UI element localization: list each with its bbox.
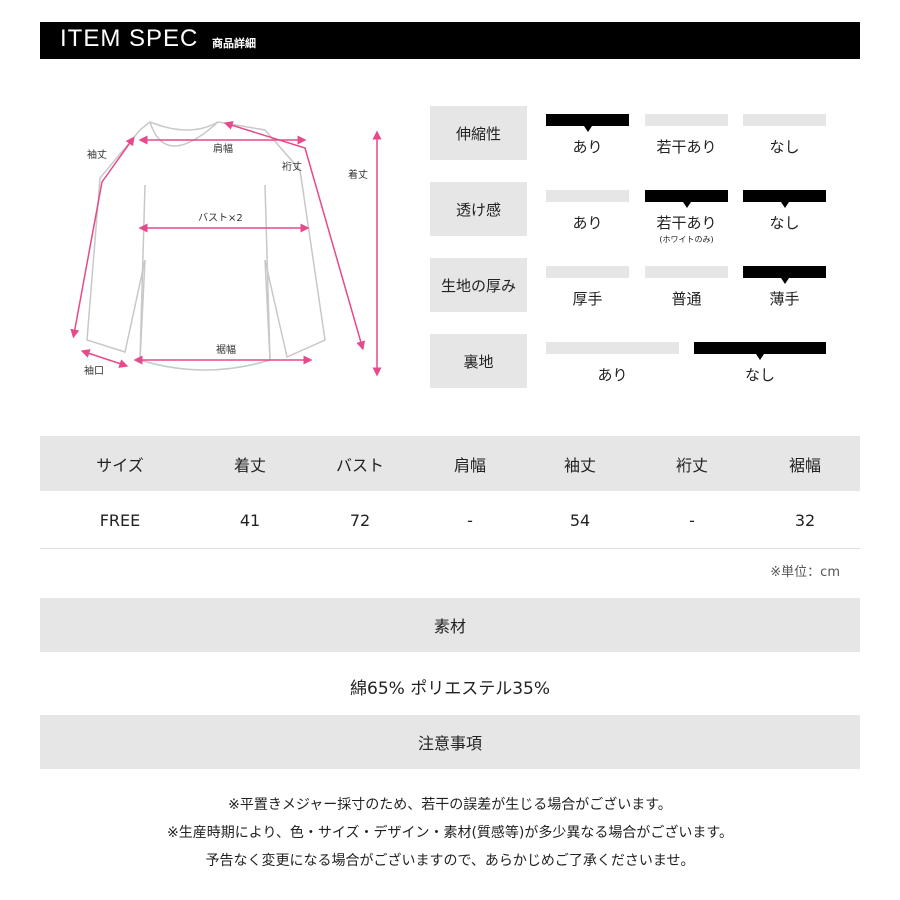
- label-length: 着丈: [348, 168, 368, 181]
- cell-sleeve: 54: [569, 510, 591, 530]
- header-title: ITEM SPEC: [60, 25, 199, 52]
- cell-size: FREE: [99, 510, 141, 530]
- option-text: あり: [597, 366, 628, 384]
- indicator-bar: [645, 266, 728, 278]
- col-yuki: 裄丈: [675, 455, 708, 475]
- option-text: 薄手: [769, 290, 800, 308]
- garment-diagram: 袖丈 肩幅 裄丈 着丈 バスト×2 裾幅 袖口: [70, 121, 382, 377]
- unit-note: ※単位：cm: [770, 565, 840, 580]
- spec-option: 薄手: [743, 258, 826, 312]
- label-shoulder: 肩幅: [213, 142, 233, 155]
- option-text: 若干あり: [656, 138, 717, 156]
- col-bust: バスト: [335, 455, 384, 475]
- option-text: なし: [769, 138, 800, 156]
- label-yuki: 裄丈: [282, 160, 302, 173]
- cell-length: 41: [239, 510, 261, 530]
- option-text: 厚手: [572, 290, 603, 308]
- option-note: (ホワイトのみ): [659, 235, 714, 244]
- spec-label: 透け感: [430, 182, 527, 236]
- option-text: あり: [572, 214, 603, 232]
- table-row: FREE 41 72 - 54 - 32: [40, 492, 860, 549]
- col-sleeve: 袖丈: [563, 455, 596, 475]
- selected-indicator: [694, 342, 826, 360]
- spec-option: 普通: [645, 258, 728, 312]
- shirt-outline: [86, 121, 326, 371]
- spec-option: あり: [546, 334, 679, 388]
- label-cuff: 袖口: [84, 364, 104, 377]
- notes-title: 注意事項: [40, 715, 860, 769]
- label-sleeve: 袖丈: [87, 148, 107, 161]
- col-length: 着丈: [233, 455, 266, 475]
- spec-option: なし: [694, 334, 826, 388]
- spec-option: 若干あり (ホワイトのみ): [645, 182, 728, 244]
- col-hem: 裾幅: [788, 455, 821, 475]
- indicator-bar: [546, 266, 629, 278]
- spec-option: 厚手: [546, 258, 629, 312]
- yuki-arrow: [223, 121, 366, 351]
- selected-indicator: [546, 114, 629, 132]
- cuff-arrow: [80, 349, 129, 368]
- option-text: なし: [769, 214, 800, 232]
- spec-label: 生地の厚み: [430, 258, 527, 312]
- label-hem: 裾幅: [216, 343, 236, 356]
- option-text: なし: [744, 366, 775, 384]
- label-bust: バスト×2: [198, 212, 243, 224]
- option-text: あり: [572, 138, 603, 156]
- material-title: 素材: [40, 598, 860, 652]
- size-table-header: サイズ 着丈 バスト 肩幅 袖丈 裄丈 裾幅: [40, 436, 860, 491]
- cell-hem: 32: [794, 510, 816, 530]
- col-shoulder: 肩幅: [453, 455, 486, 475]
- note-line: ※平置きメジャー採寸のため、若干の誤差が生じる場合がございます。: [228, 797, 672, 813]
- cell-shoulder: -: [467, 510, 473, 530]
- selected-indicator: [743, 190, 826, 208]
- cell-bust: 72: [349, 510, 371, 530]
- selected-indicator: [645, 190, 728, 208]
- spec-option: なし: [743, 182, 826, 236]
- header-bar: ITEM SPEC 商品詳細: [40, 22, 860, 59]
- note-line: ※生産時期により、色・サイズ・デザイン・素材(質感等)が多少異なる場合がございま…: [167, 825, 733, 841]
- spec-option: 若干あり: [645, 106, 728, 160]
- indicator-bar: [546, 190, 629, 202]
- header-subtitle: 商品詳細: [212, 37, 256, 50]
- indicator-bar: [743, 114, 826, 126]
- spec-option: あり: [546, 182, 629, 236]
- indicator-bar: [645, 114, 728, 126]
- option-text: 普通: [671, 290, 702, 308]
- spec-label: 裏地: [430, 334, 527, 388]
- indicator-bar: [546, 342, 679, 354]
- spec-option: なし: [743, 106, 826, 160]
- col-size: サイズ: [96, 455, 144, 475]
- sleeve-arrow: [70, 136, 135, 339]
- cell-yuki: -: [689, 510, 695, 530]
- selected-indicator: [743, 266, 826, 284]
- spec-label: 伸縮性: [430, 106, 527, 160]
- spec-option: あり: [546, 106, 629, 160]
- note-line: 予告なく変更になる場合がございますので、あらかじめご了承くださいませ。: [205, 853, 695, 869]
- material-value: 綿65% ポリエステル35%: [350, 679, 550, 699]
- option-text: 若干あり: [656, 214, 717, 232]
